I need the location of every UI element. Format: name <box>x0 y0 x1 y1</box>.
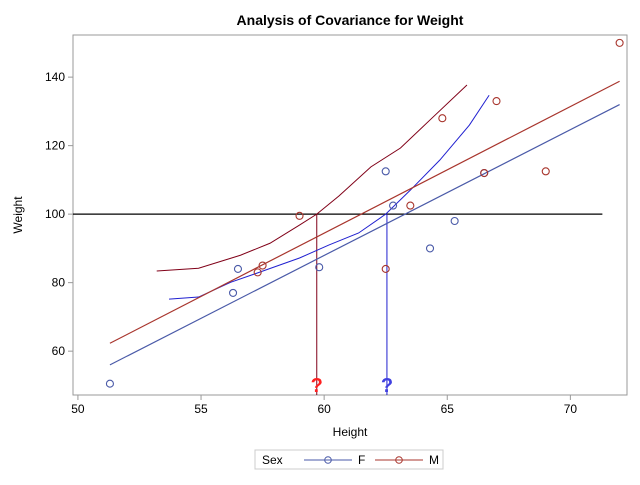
x-tick-label: 60 <box>317 402 331 416</box>
question-mark-f: ? <box>381 375 393 397</box>
legend: Sex F M <box>254 449 444 470</box>
data-point-m <box>295 211 304 220</box>
legend-marker-m <box>395 456 403 464</box>
data-point-f <box>389 201 398 210</box>
question-mark-m: ? <box>311 375 323 397</box>
legend-label-m: M <box>429 453 439 467</box>
data-point-m <box>480 168 489 178</box>
y-tick-label: 80 <box>52 276 66 290</box>
curve-m <box>156 84 468 272</box>
x-tick-label: 55 <box>194 402 208 416</box>
data-point-m <box>381 264 390 273</box>
data-point-m <box>615 38 624 47</box>
y-tick-label: 120 <box>45 139 65 153</box>
data-point-m <box>541 167 550 176</box>
data-point-f <box>450 216 459 226</box>
curve-f <box>168 95 490 300</box>
data-point-m <box>492 97 501 106</box>
x-tick-label: 70 <box>564 402 578 416</box>
x-tick-label: 65 <box>441 402 455 416</box>
data-point-f <box>228 288 238 297</box>
plot-frame <box>72 34 628 396</box>
legend-title: Sex <box>262 453 283 467</box>
data-point-m <box>438 114 447 123</box>
fit-line-m <box>109 80 620 344</box>
data-point-m <box>258 261 267 270</box>
data-point-f <box>315 263 324 272</box>
x-axis-label: Height <box>333 425 368 439</box>
y-tick-label: 140 <box>45 70 65 84</box>
x-tick-label: 50 <box>71 402 85 416</box>
data-point-m <box>253 268 262 277</box>
y-axis-label: Weight <box>11 196 25 234</box>
fit-line-f <box>109 103 620 366</box>
chart-title: Analysis of Covariance for Weight <box>237 12 464 28</box>
y-tick-label: 100 <box>45 207 65 221</box>
y-tick-label: 60 <box>52 344 66 358</box>
data-point-f <box>381 167 390 176</box>
data-point-f <box>105 379 114 388</box>
legend-label-f: F <box>358 453 365 467</box>
data-point-f <box>233 264 243 273</box>
data-point-f <box>425 244 435 253</box>
data-point-m <box>406 201 415 210</box>
legend-marker-f <box>324 456 332 464</box>
